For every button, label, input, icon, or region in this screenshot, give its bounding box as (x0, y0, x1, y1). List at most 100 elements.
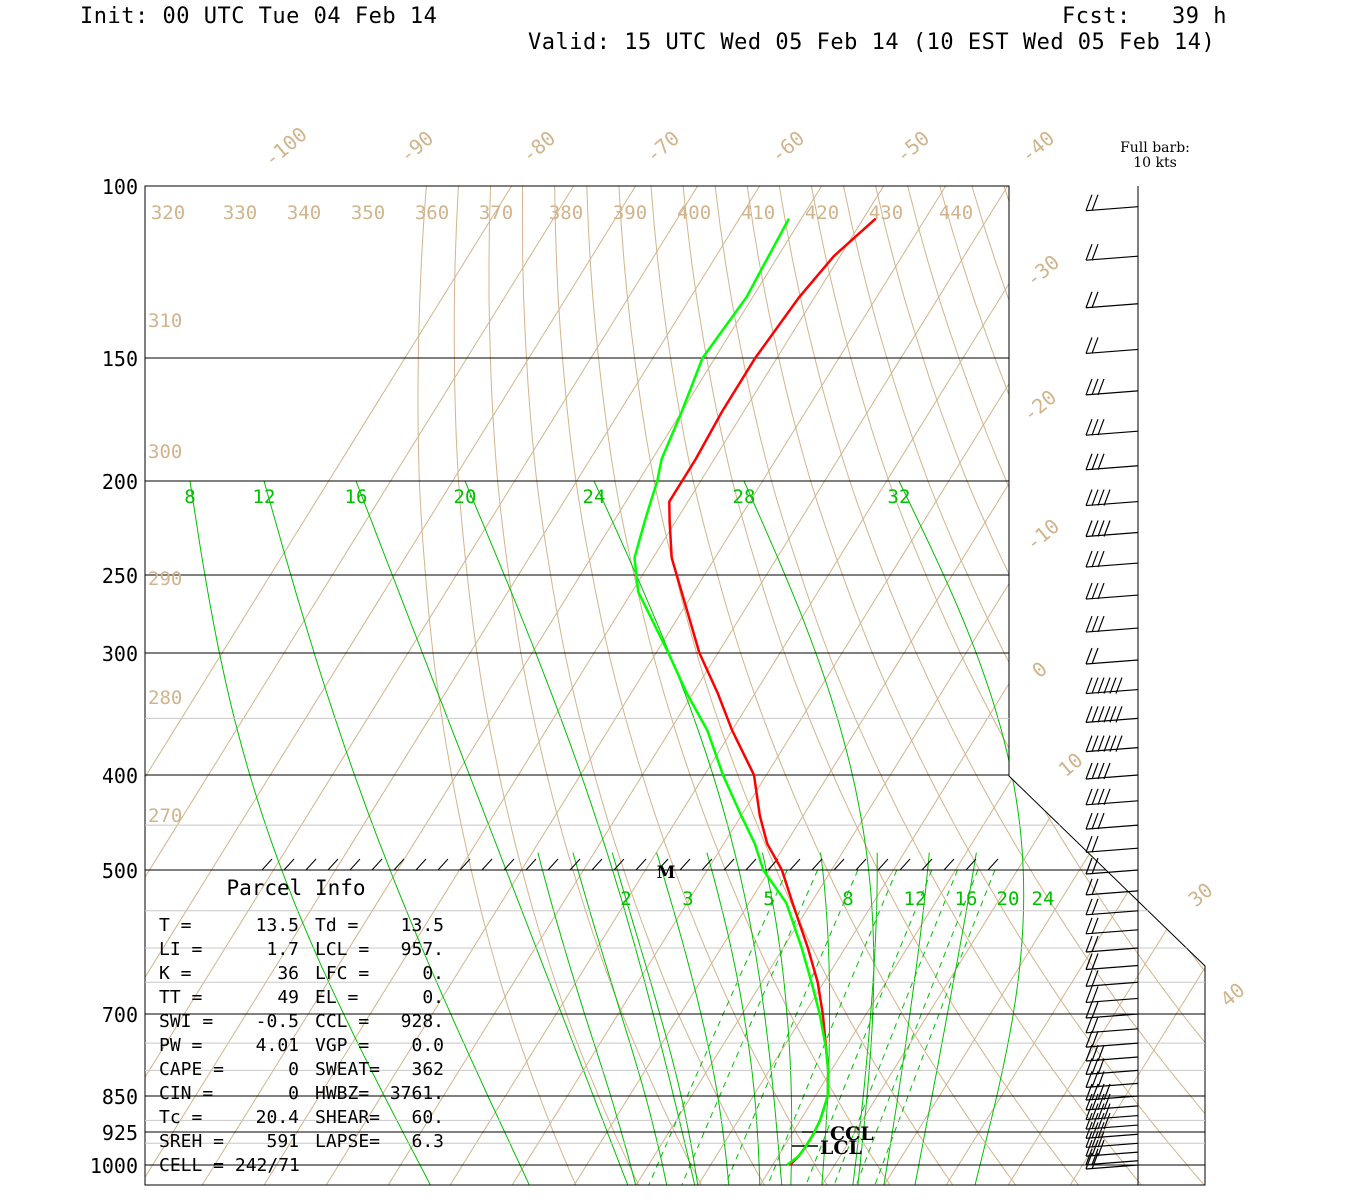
parcel-left-value: -0.5 (256, 1011, 299, 1032)
wind-barb-flag (1091, 1152, 1099, 1170)
wind-barb-flag (1103, 489, 1111, 506)
wind-barb-flag (1091, 489, 1099, 506)
wind-barb (1085, 869, 1139, 875)
mixing-ratio-curve (593, 480, 783, 1185)
moist-adiabat (706, 852, 761, 1185)
pressure-tick-label: 300 (102, 642, 138, 666)
wind-barb-flag (1097, 677, 1105, 694)
wind-barb (1085, 981, 1139, 987)
isotherm-label: -50 (891, 126, 934, 168)
pressure-tick-label: 850 (102, 1085, 138, 1109)
hatch-mark (811, 858, 823, 871)
wind-barb-flag (1097, 1139, 1105, 1157)
isotherm-label: -80 (517, 126, 560, 168)
wind-barb-flag (1097, 520, 1105, 537)
parcel-left-value: 13.5 (256, 915, 299, 936)
wind-barb-flag (1097, 788, 1105, 806)
isotherm-label: 0 (1027, 657, 1052, 683)
wind-barb-flag (1085, 917, 1093, 935)
wind-barb-flag (1091, 615, 1099, 633)
wind-barb-flag (1091, 520, 1099, 537)
wind-barb (1085, 500, 1139, 507)
wind-barb-flag (1085, 935, 1093, 953)
theta-label: 420 (805, 202, 839, 224)
mixing-ratio-label: 16 (345, 486, 368, 508)
wind-barb-flag (1091, 1071, 1099, 1088)
isotherm-label: 40 (1216, 978, 1250, 1012)
isotherm-label: 30 (1184, 878, 1218, 912)
wind-barb (1085, 659, 1139, 665)
wind-barb-flag (1085, 1071, 1093, 1088)
wind-barb-flag (1091, 762, 1099, 780)
hatch-mark (613, 858, 625, 871)
wind-barb (1085, 1114, 1139, 1121)
theta-label: 400 (677, 202, 711, 224)
mixing-ratio-label: 24 (583, 486, 606, 508)
isotherm-line (145, 186, 761, 1185)
dry-adiabat (778, 186, 1205, 1185)
hatch-mark (437, 858, 449, 871)
theta-label: 440 (939, 202, 973, 224)
parcel-right-label: HWBZ= (315, 1083, 369, 1104)
wind-barb-flag (1103, 735, 1111, 752)
mixing-ratio-label: 8 (842, 888, 853, 910)
wind-barb-flag (1103, 706, 1111, 723)
mixing-ratio-curve (263, 480, 531, 1185)
wind-barb-flag (1085, 857, 1093, 875)
pressure-tick-label: 150 (102, 347, 138, 371)
moist-adiabat (537, 852, 637, 1185)
wind-barb-flag (1091, 970, 1099, 987)
hatch-mark (371, 858, 383, 871)
hatch-mark (899, 858, 911, 871)
wind-barb-flag (1097, 762, 1105, 780)
wind-barb-flag (1091, 337, 1099, 354)
isotherm-label: -90 (395, 126, 438, 168)
wind-barb-flag (1085, 1122, 1093, 1139)
wind-barb-flag (1091, 1139, 1099, 1157)
parcel-left-value: 4.01 (256, 1035, 299, 1056)
wind-barb-flag (1103, 788, 1111, 806)
wind-barb-flag (1097, 735, 1105, 752)
wind-barb-flag (1085, 706, 1093, 723)
wind-barb (1085, 1133, 1139, 1139)
wind-barb-flag (1085, 1131, 1093, 1148)
dry-adiabat (810, 186, 1205, 1185)
lcl-label: LCL (820, 1137, 862, 1159)
wind-barb-flag (1085, 1058, 1093, 1075)
wind-barb-flag (1097, 812, 1105, 830)
parcel-left-label: CELL = 242/71 (159, 1155, 300, 1176)
wind-barb-flag (1091, 788, 1099, 806)
parcel-left-label: PW = (159, 1035, 203, 1056)
wind-barb-flag (1085, 835, 1093, 853)
hatch-mark (349, 858, 361, 871)
wind-barb-flag (1091, 677, 1099, 694)
theta-label: 320 (151, 202, 185, 224)
wind-barb-flag (1091, 935, 1099, 953)
hatch-mark (481, 858, 493, 871)
wind-barb (1085, 997, 1139, 1004)
wind-barb-flag (1103, 1093, 1111, 1111)
wind-barb-flag (1085, 453, 1093, 470)
wind-barb-flag (1097, 582, 1105, 600)
mixing-ratio-line (805, 869, 933, 1185)
theta-label: 430 (869, 202, 903, 224)
hatch-mark (327, 858, 339, 871)
theta-label: 300 (148, 441, 182, 463)
wind-barb (1085, 1160, 1139, 1166)
wind-barb-flag (1097, 1071, 1105, 1088)
parcel-right-value: 0.0 (411, 1035, 444, 1056)
dry-adiabat (554, 186, 828, 1185)
isotherm-line (145, 186, 575, 1185)
isotherm-label: -70 (641, 126, 684, 168)
wind-barb-flag (1109, 706, 1117, 723)
wind-barb-flag (1091, 378, 1099, 396)
parcel-left-label: TT = (159, 987, 203, 1008)
forecast-hour: Fcst: 39 h (1062, 4, 1227, 29)
wind-barb-flag (1097, 1131, 1105, 1148)
mixing-ratio-label: 20 (997, 888, 1020, 910)
valid-time: Valid: 15 UTC Wed 05 Feb 14 (10 EST Wed … (528, 30, 1216, 55)
dry-adiabat (417, 186, 577, 1185)
hatch-mark (965, 858, 977, 871)
pressure-tick-label: 925 (102, 1121, 138, 1145)
wind-barb-flag (1097, 1083, 1105, 1101)
